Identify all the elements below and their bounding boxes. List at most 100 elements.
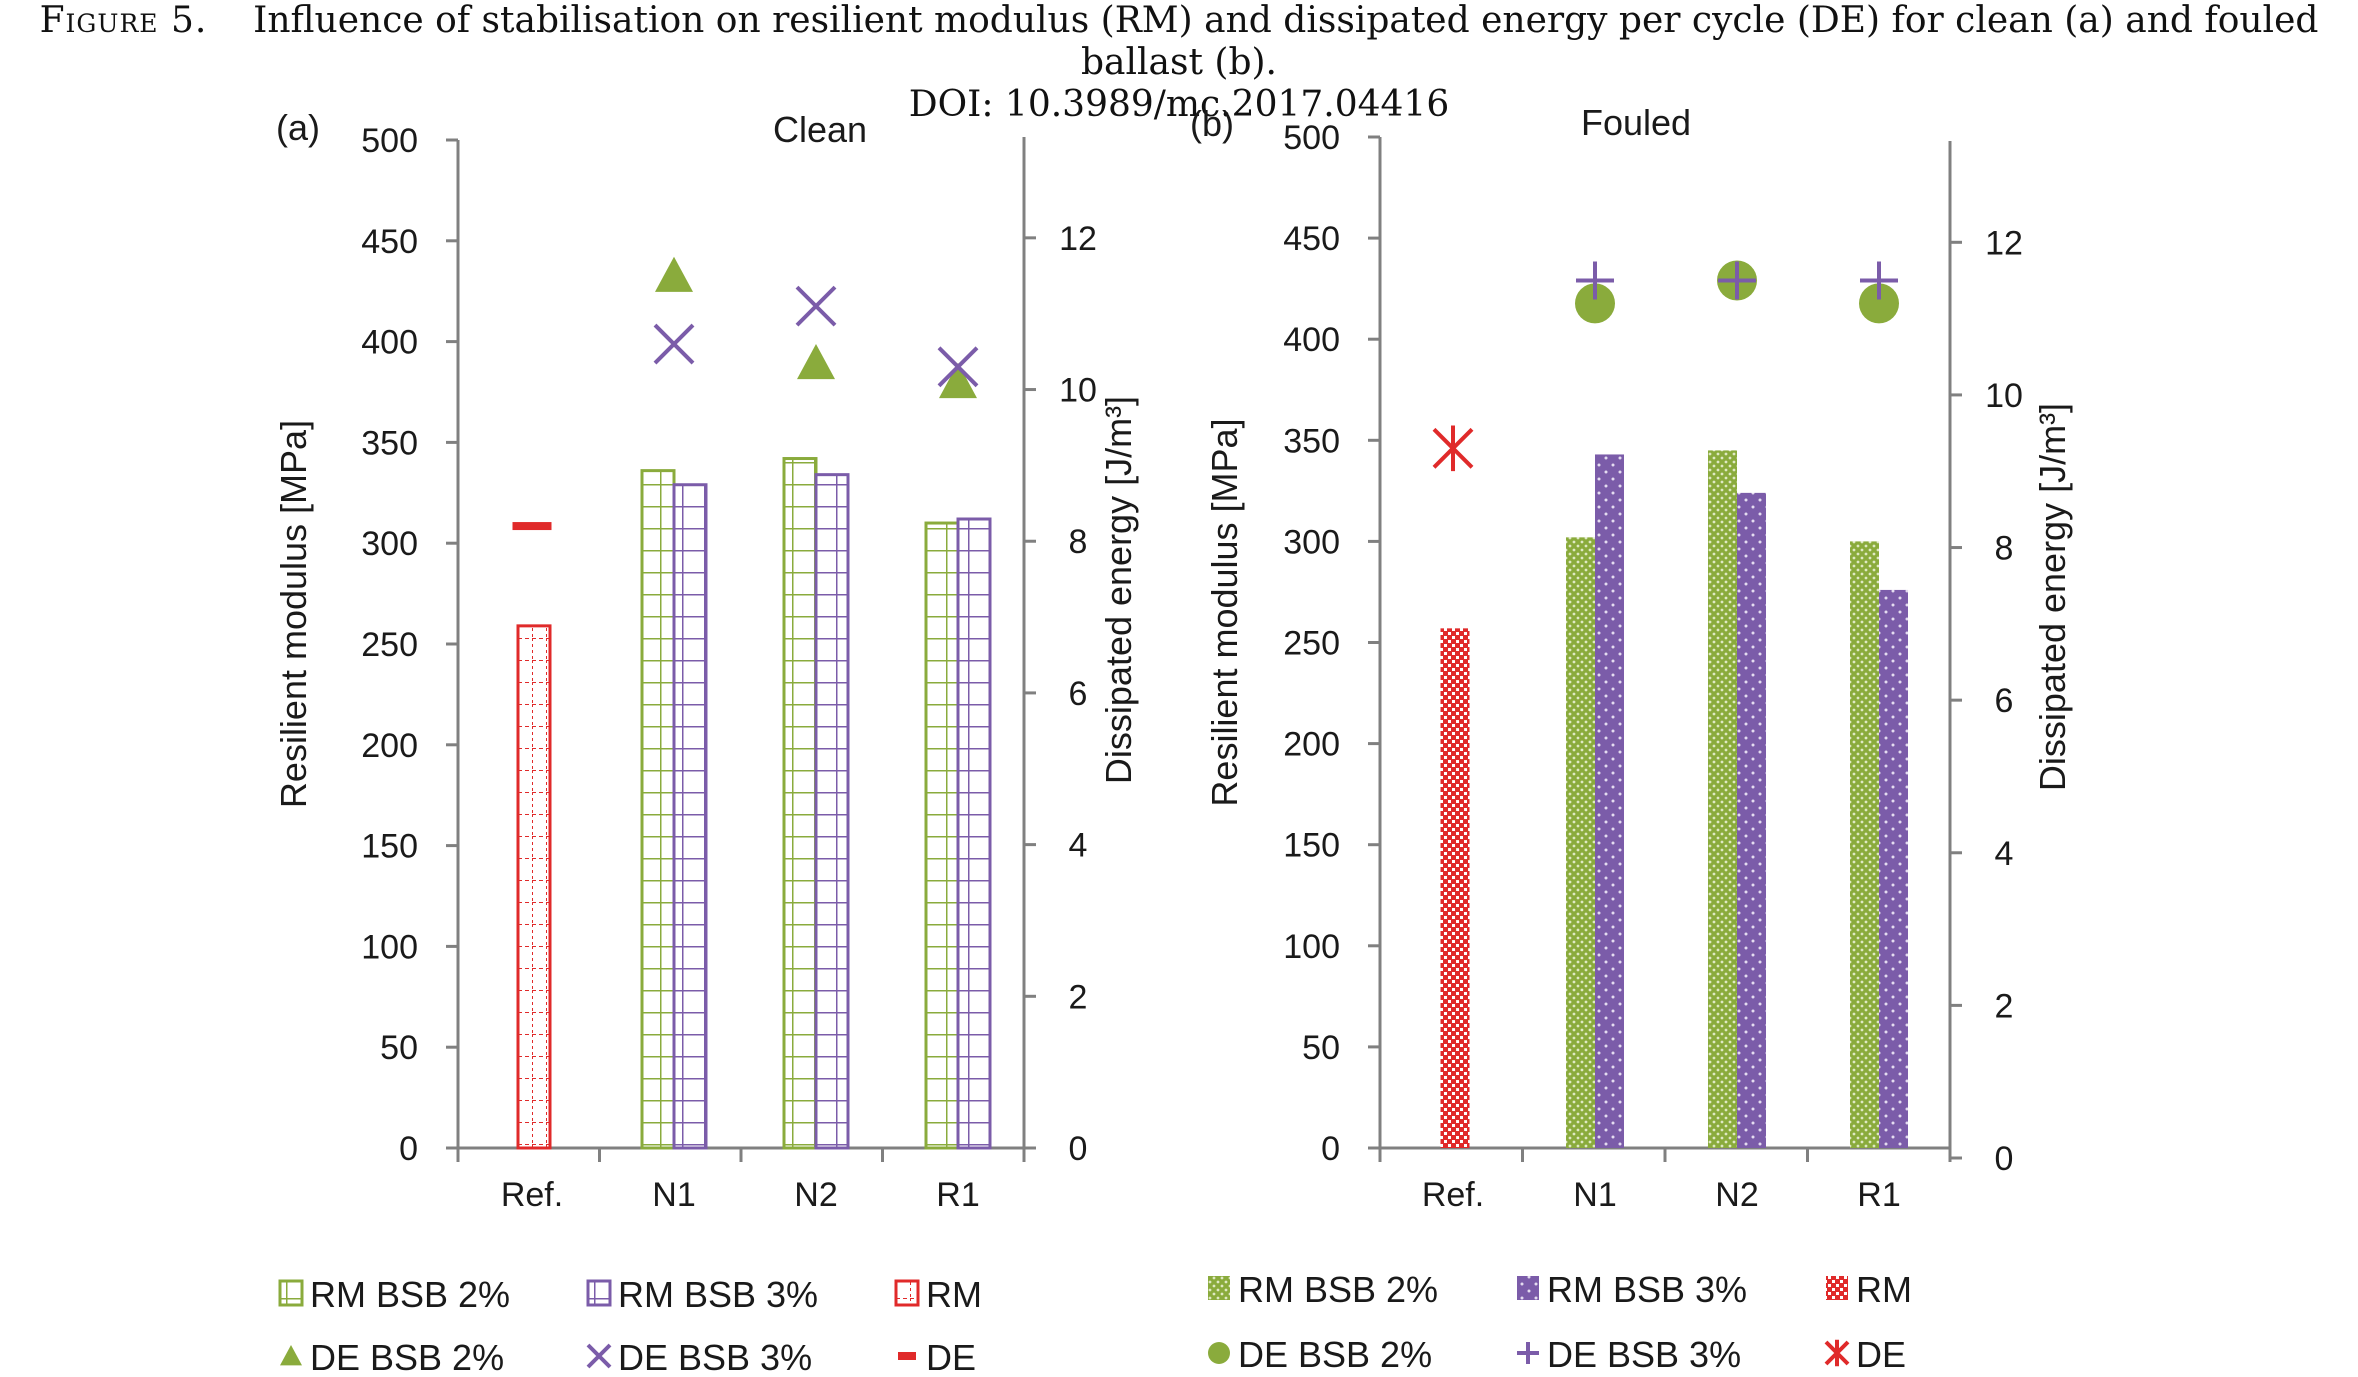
legend-label: RM BSB 2% — [1238, 1269, 1438, 1310]
caption-text: Influence of stabilisation on resilient … — [253, 0, 2319, 83]
legend-label: DE BSB 2% — [1238, 1334, 1432, 1375]
y-tick-label: 300 — [1283, 523, 1340, 561]
panel-label: (b) — [1190, 103, 1234, 144]
bar — [814, 473, 850, 1150]
y-axis-title: Resilient modulus [MPa] — [273, 420, 314, 808]
legend-marker — [1517, 1342, 1539, 1364]
marker — [1860, 261, 1898, 300]
legend-item: DE BSB 2% — [1208, 1334, 1432, 1375]
x-tick-label: Ref. — [501, 1176, 563, 1214]
legend-marker — [1208, 1342, 1230, 1364]
y2-tick-label: 12 — [1985, 224, 2023, 262]
legend-marker — [280, 1345, 302, 1366]
bar — [1708, 450, 1737, 1148]
legend-swatch — [1208, 1276, 1230, 1300]
legend-swatch — [278, 1279, 304, 1307]
x-tick-label: N1 — [652, 1176, 695, 1214]
y-tick-label: 350 — [361, 424, 418, 462]
legend-label: RM BSB 2% — [310, 1274, 510, 1315]
chart-title: Fouled — [1581, 102, 1691, 143]
y-tick-label: 300 — [361, 525, 418, 563]
y2-tick-label: 0 — [1069, 1130, 1088, 1168]
legend-label: RM — [1856, 1269, 1912, 1310]
legend-item: RM — [1826, 1269, 1912, 1310]
y-tick-label: 400 — [1283, 321, 1340, 359]
legend-item: DE BSB 2% — [280, 1337, 504, 1377]
bar — [956, 517, 992, 1150]
y-tick-label: 200 — [1283, 726, 1340, 764]
y2-axis-title: Dissipated energy [J/m³] — [1098, 396, 1139, 784]
legend-label: DE BSB 3% — [1547, 1334, 1741, 1375]
marker — [1718, 261, 1756, 300]
legend-swatch — [1826, 1276, 1848, 1300]
bar — [1737, 492, 1766, 1148]
chart-panel-clean: 0 50 100 150 200 250 300 350 400 450 500 0 2 4 6 8 10 12 R… — [273, 107, 1139, 1377]
y-tick-label: 250 — [361, 626, 418, 664]
y2-tick-label: 6 — [1069, 675, 1088, 713]
legend-label: DE BSB 3% — [618, 1337, 812, 1377]
y2-tick-label: 8 — [1069, 523, 1088, 561]
legend-item: DE BSB 3% — [1517, 1334, 1741, 1375]
chart-title: Clean — [773, 109, 867, 150]
y-tick-label: 150 — [1283, 827, 1340, 865]
x-tick-label: Ref. — [1422, 1176, 1484, 1214]
y2-tick-label: 0 — [1995, 1140, 2014, 1178]
legend-marker — [586, 1343, 612, 1369]
marker — [512, 522, 552, 531]
legend: RM BSB 2% RM BSB 3% RM DE BSB 2% DE BSB 3% DE — [1208, 1269, 1912, 1375]
marker — [653, 323, 695, 365]
y-tick-label: 150 — [361, 828, 418, 866]
y2-tick-label: 6 — [1995, 682, 2014, 720]
legend-item: RM — [894, 1274, 982, 1315]
y-tick-label: 50 — [380, 1029, 418, 1067]
bar — [1595, 454, 1624, 1149]
marker — [937, 346, 979, 388]
x-tick-label: R1 — [936, 1176, 979, 1214]
marker — [795, 285, 837, 327]
legend-marker — [1824, 1339, 1850, 1367]
legend-label: DE — [1856, 1334, 1906, 1375]
bar — [672, 483, 708, 1150]
y-tick-label: 500 — [1283, 119, 1340, 157]
y2-tick-label: 10 — [1059, 372, 1097, 410]
y2-tick-label: 2 — [1069, 978, 1088, 1016]
legend-item: RM BSB 2% — [278, 1274, 510, 1315]
marker — [1859, 283, 1899, 324]
marker — [1575, 283, 1615, 324]
legend-item: RM BSB 2% — [1208, 1269, 1438, 1310]
y-tick-label: 0 — [399, 1130, 418, 1168]
x-tick-label: N2 — [794, 1176, 837, 1214]
legend-label: RM — [926, 1274, 982, 1315]
legend-label: DE BSB 2% — [310, 1337, 504, 1377]
y2-tick-label: 2 — [1995, 987, 2014, 1025]
legend-item: RM BSB 3% — [586, 1274, 818, 1315]
bar — [924, 521, 960, 1150]
y-tick-label: 100 — [361, 928, 418, 966]
marker — [1576, 261, 1614, 300]
legend-item: DE — [898, 1337, 976, 1377]
legend-label: DE — [926, 1337, 976, 1377]
legend-label: RM BSB 3% — [1547, 1269, 1747, 1310]
y2-tick-label: 4 — [1995, 835, 2014, 873]
bar — [782, 457, 818, 1150]
y2-tick-label: 12 — [1059, 220, 1097, 258]
y-tick-label: 350 — [1283, 422, 1340, 460]
y-tick-label: 450 — [361, 223, 418, 261]
legend-item: RM BSB 3% — [1517, 1269, 1747, 1310]
bar — [1850, 541, 1879, 1148]
y2-tick-label: 10 — [1985, 377, 2023, 415]
x-tick-label: R1 — [1857, 1176, 1900, 1214]
y2-tick-label: 8 — [1995, 530, 2014, 568]
panel-label: (a) — [276, 107, 320, 148]
legend-item: DE — [1824, 1334, 1906, 1375]
bar — [1566, 537, 1595, 1148]
y-tick-label: 0 — [1321, 1130, 1340, 1168]
marker — [655, 256, 693, 292]
y-tick-label: 100 — [1283, 928, 1340, 966]
marker — [939, 362, 977, 399]
x-tick-label: N1 — [1573, 1176, 1616, 1214]
y-tick-label: 500 — [361, 122, 418, 160]
bar — [640, 469, 676, 1150]
figure-caption: Figure 5. Influence of stabilisation on … — [0, 0, 2358, 126]
